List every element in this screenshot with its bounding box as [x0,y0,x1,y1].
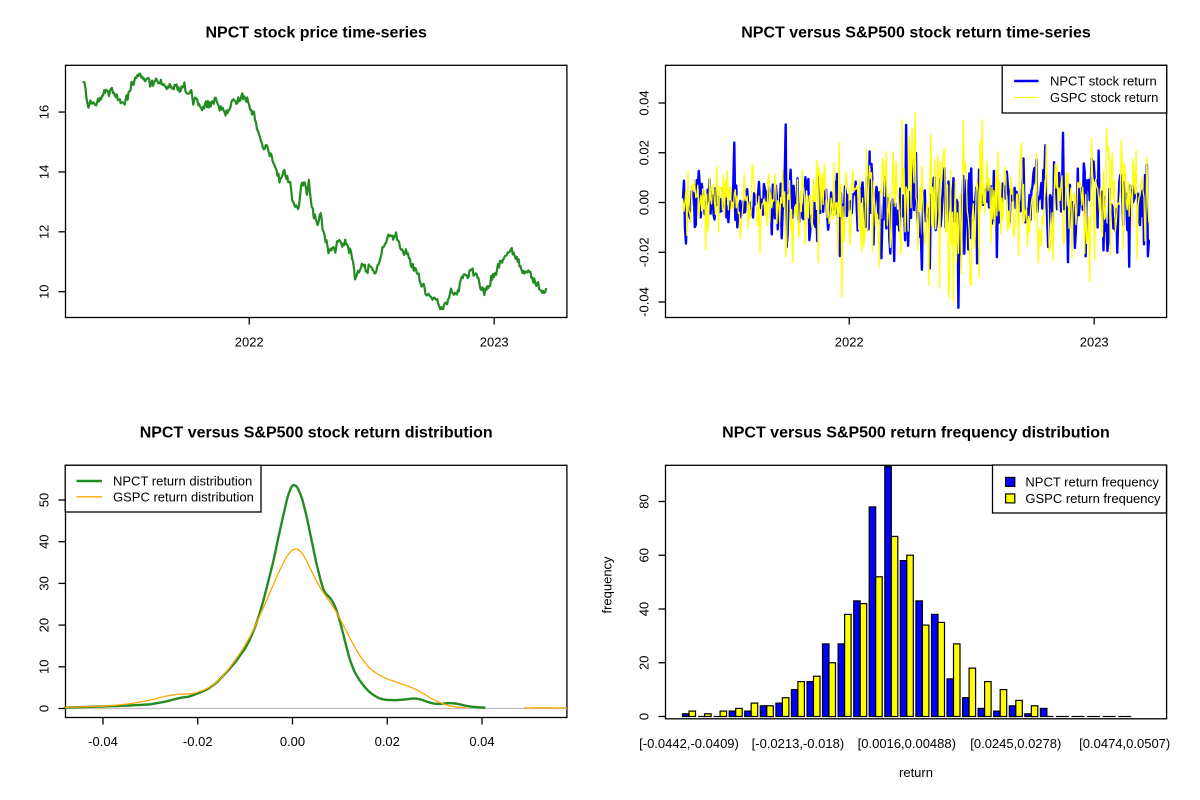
svg-text:[0.0245,0.0278): [0.0245,0.0278) [970,736,1061,751]
svg-text:2022: 2022 [235,335,264,350]
svg-text:GSPC stock return: GSPC stock return [1050,90,1158,105]
svg-text:NPCT versus S&P500 stock retur: NPCT versus S&P500 stock return time-ser… [741,25,1091,42]
svg-text:NPCT return frequency: NPCT return frequency [1025,474,1159,489]
svg-text:16: 16 [37,105,52,119]
svg-text:12: 12 [37,225,52,239]
svg-text:10: 10 [37,660,52,674]
svg-text:0: 0 [637,713,652,720]
svg-text:60: 60 [637,548,652,562]
svg-text:80: 80 [637,494,652,508]
svg-text:return: return [899,765,933,780]
svg-text:[-0.0442,-0.0409): [-0.0442,-0.0409) [639,736,739,751]
svg-text:0.00: 0.00 [637,190,652,215]
svg-text:GSPC return distribution: GSPC return distribution [113,489,254,504]
svg-text:2023: 2023 [480,335,509,350]
svg-text:NPCT versus S&P500 stock retur: NPCT versus S&P500 stock return distribu… [140,425,493,442]
svg-text:frequency: frequency [600,556,615,614]
svg-text:40: 40 [37,534,52,548]
svg-text:0.04: 0.04 [637,90,652,115]
svg-text:0.04: 0.04 [469,734,494,749]
svg-text:20: 20 [637,656,652,670]
svg-text:-0.02: -0.02 [637,237,652,267]
svg-text:-0.04: -0.04 [88,734,118,749]
svg-text:0.02: 0.02 [637,140,652,165]
svg-text:-0.02: -0.02 [183,734,213,749]
svg-text:0: 0 [37,705,52,712]
svg-text:2023: 2023 [1080,335,1109,350]
svg-text:30: 30 [37,576,52,590]
svg-text:14: 14 [37,165,52,179]
svg-text:[-0.0213,-0.018): [-0.0213,-0.018) [752,736,845,751]
svg-text:2022: 2022 [835,335,864,350]
svg-text:0.02: 0.02 [375,734,400,749]
svg-text:20: 20 [37,618,52,632]
svg-text:NPCT versus S&P500 return freq: NPCT versus S&P500 return frequency dist… [722,425,1110,442]
svg-text:NPCT stock return: NPCT stock return [1050,74,1157,89]
svg-text:10: 10 [37,284,52,298]
svg-text:50: 50 [37,493,52,507]
svg-text:NPCT stock price time-series: NPCT stock price time-series [205,25,427,42]
svg-text:[0.0474,0.0507): [0.0474,0.0507) [1079,736,1170,751]
svg-text:GSPC return frequency: GSPC return frequency [1025,491,1161,506]
svg-text:NPCT return distribution: NPCT return distribution [113,474,252,489]
svg-text:[0.0016,0.00488): [0.0016,0.00488) [858,736,956,751]
svg-text:40: 40 [637,602,652,616]
svg-text:-0.04: -0.04 [637,287,652,317]
svg-text:0.00: 0.00 [280,734,305,749]
